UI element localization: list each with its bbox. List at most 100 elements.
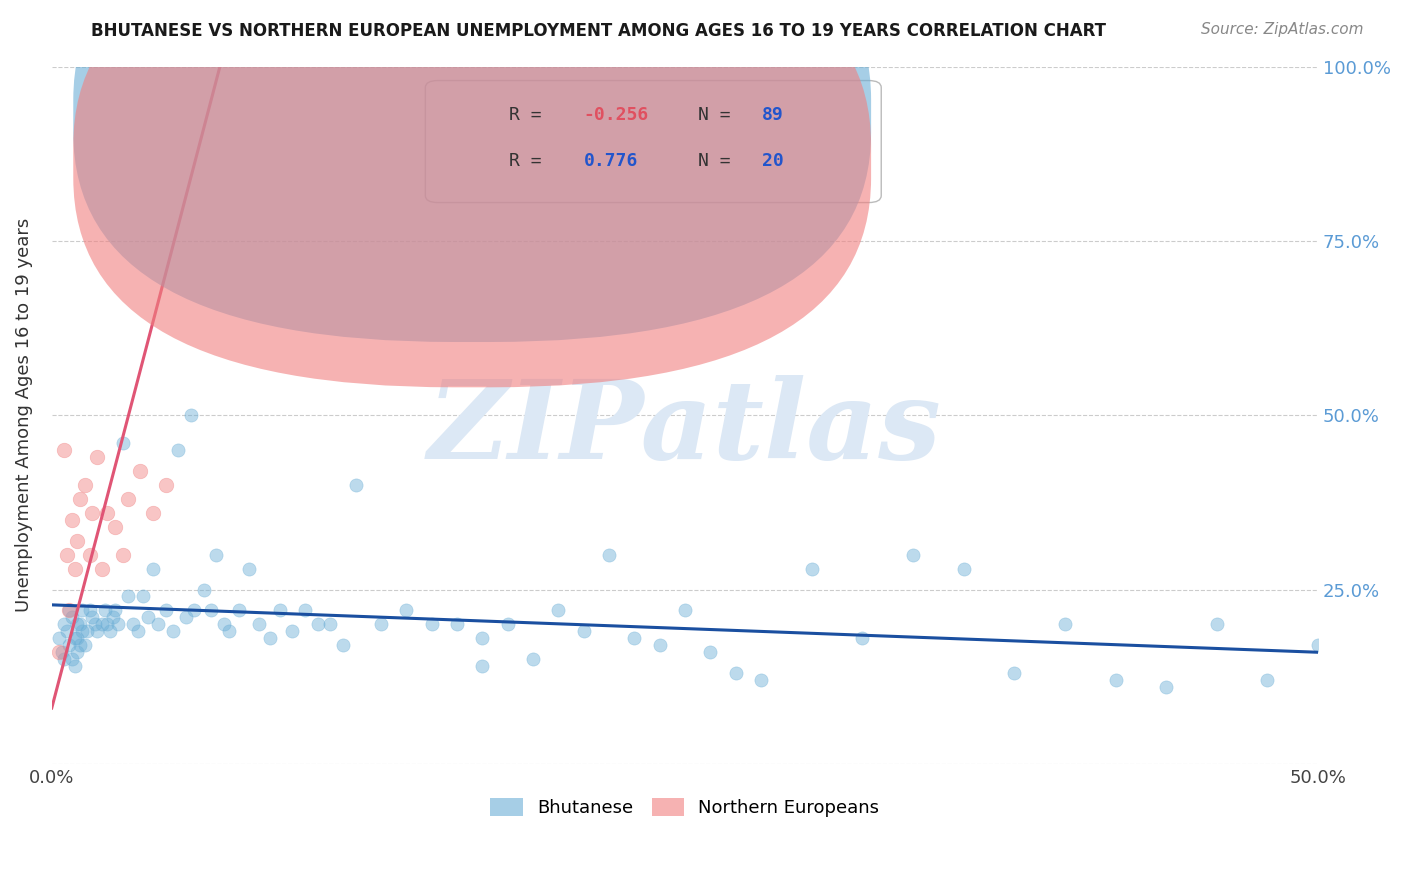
Text: N =: N = bbox=[697, 152, 741, 169]
Point bbox=[48, 632, 70, 646]
Point bbox=[193, 582, 215, 597]
Point bbox=[70, 603, 93, 617]
Point bbox=[96, 617, 118, 632]
Point bbox=[129, 464, 152, 478]
Point bbox=[281, 624, 304, 639]
Point bbox=[370, 617, 392, 632]
Point bbox=[53, 652, 76, 666]
Point bbox=[471, 659, 494, 673]
Point bbox=[91, 617, 114, 632]
Point bbox=[53, 443, 76, 458]
Point bbox=[63, 632, 86, 646]
Point bbox=[167, 443, 190, 458]
Point bbox=[1053, 617, 1076, 632]
Point bbox=[51, 645, 73, 659]
Point bbox=[420, 617, 443, 632]
Text: -0.256: -0.256 bbox=[583, 106, 650, 124]
Point bbox=[60, 652, 83, 666]
Text: 20: 20 bbox=[762, 152, 785, 169]
Point bbox=[1308, 638, 1330, 652]
Point bbox=[66, 617, 89, 632]
Text: BHUTANESE VS NORTHERN EUROPEAN UNEMPLOYMENT AMONG AGES 16 TO 19 YEARS CORRELATIO: BHUTANESE VS NORTHERN EUROPEAN UNEMPLOYM… bbox=[91, 22, 1107, 40]
Point bbox=[98, 624, 121, 639]
Point bbox=[547, 603, 569, 617]
Point bbox=[952, 561, 974, 575]
Point bbox=[471, 632, 494, 646]
Point bbox=[66, 533, 89, 548]
Point bbox=[155, 603, 177, 617]
Point bbox=[132, 590, 155, 604]
Point bbox=[82, 610, 104, 624]
Point bbox=[58, 638, 80, 652]
Point bbox=[901, 548, 924, 562]
Point bbox=[218, 624, 240, 639]
Point bbox=[66, 632, 89, 646]
Point bbox=[121, 617, 143, 632]
Point bbox=[212, 617, 235, 632]
Point bbox=[1256, 673, 1278, 688]
Point bbox=[572, 624, 595, 639]
Legend: Bhutanese, Northern Europeans: Bhutanese, Northern Europeans bbox=[484, 790, 887, 824]
Point bbox=[648, 638, 671, 652]
Point bbox=[269, 603, 291, 617]
Point bbox=[673, 603, 696, 617]
Point bbox=[58, 603, 80, 617]
Point bbox=[53, 617, 76, 632]
Point bbox=[69, 617, 91, 632]
Point bbox=[76, 624, 98, 639]
Point bbox=[142, 506, 165, 520]
Text: 0.776: 0.776 bbox=[583, 152, 638, 169]
Point bbox=[259, 632, 281, 646]
Point bbox=[598, 548, 620, 562]
Point bbox=[63, 659, 86, 673]
Point bbox=[183, 603, 205, 617]
Point bbox=[70, 624, 93, 639]
FancyBboxPatch shape bbox=[426, 80, 882, 202]
Point bbox=[56, 548, 79, 562]
Point bbox=[205, 548, 228, 562]
Point bbox=[623, 632, 645, 646]
Point bbox=[344, 478, 367, 492]
Point bbox=[136, 610, 159, 624]
Text: R =: R = bbox=[509, 106, 553, 124]
Point bbox=[117, 590, 139, 604]
Point bbox=[174, 610, 197, 624]
Point bbox=[63, 561, 86, 575]
Text: R =: R = bbox=[509, 152, 564, 169]
Point bbox=[73, 638, 96, 652]
Point bbox=[162, 624, 184, 639]
Point bbox=[180, 408, 202, 422]
Point bbox=[117, 491, 139, 506]
Point bbox=[522, 652, 544, 666]
Point bbox=[58, 603, 80, 617]
Text: 89: 89 bbox=[762, 106, 785, 124]
Point bbox=[56, 624, 79, 639]
Point bbox=[724, 666, 747, 681]
Point bbox=[101, 610, 124, 624]
Point bbox=[127, 624, 149, 639]
Point bbox=[73, 478, 96, 492]
Point bbox=[1154, 680, 1177, 694]
Point bbox=[69, 638, 91, 652]
Point bbox=[83, 617, 105, 632]
Text: ZIPatlas: ZIPatlas bbox=[427, 376, 942, 483]
Point bbox=[496, 617, 519, 632]
Point bbox=[48, 645, 70, 659]
Point bbox=[86, 624, 108, 639]
Point bbox=[142, 561, 165, 575]
Point bbox=[319, 617, 342, 632]
Point bbox=[60, 610, 83, 624]
Point bbox=[228, 603, 250, 617]
Point bbox=[91, 561, 114, 575]
Point bbox=[699, 645, 721, 659]
Point bbox=[238, 561, 260, 575]
Point bbox=[86, 450, 108, 464]
Point bbox=[851, 632, 873, 646]
Point bbox=[111, 436, 134, 450]
Text: Source: ZipAtlas.com: Source: ZipAtlas.com bbox=[1201, 22, 1364, 37]
Point bbox=[155, 478, 177, 492]
Text: N =: N = bbox=[697, 106, 741, 124]
Point bbox=[79, 548, 101, 562]
Point bbox=[94, 603, 117, 617]
Point bbox=[69, 491, 91, 506]
